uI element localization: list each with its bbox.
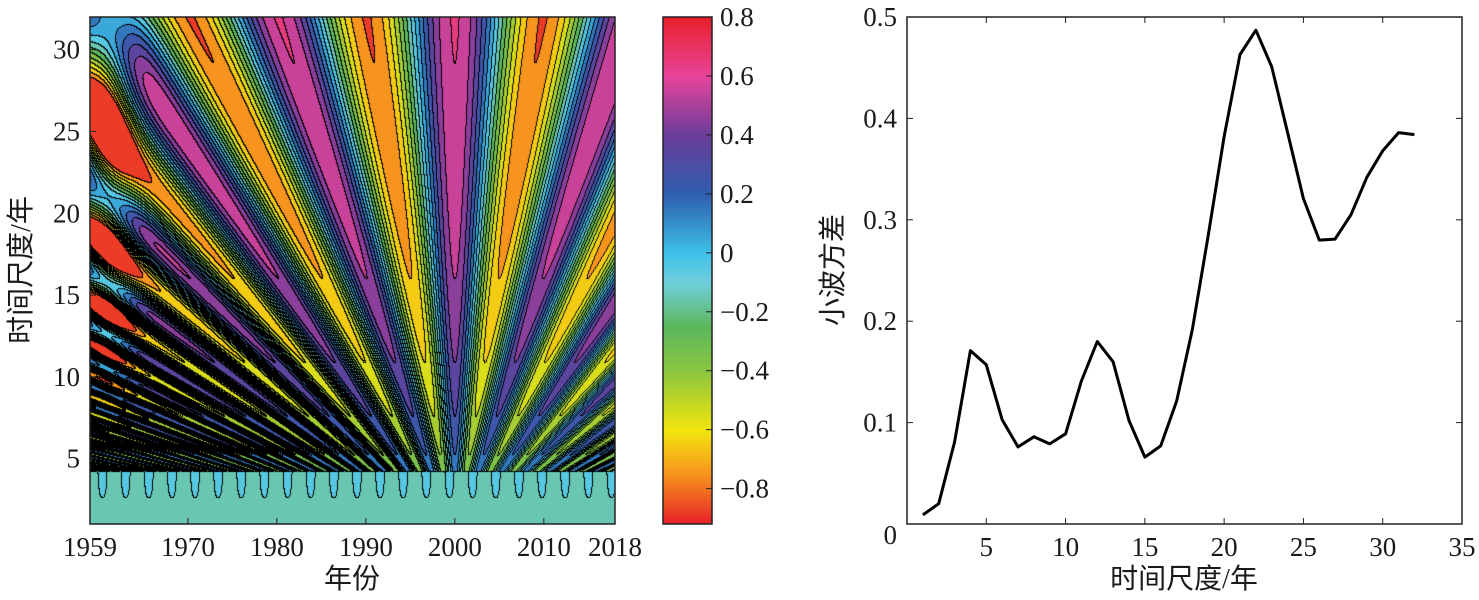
contour-xtick-label: 2000 [428,532,482,562]
contour-axes: 1959 1970 1980 1990 2000 2010 2018 5 10 15 20 25 30 [53,35,642,562]
colorbar-tick-label: 0.2 [720,179,754,209]
colorbar-tick-label: 0.4 [720,120,754,150]
colorbar-tick-label: −0.6 [720,415,769,445]
contour-xtick-label: 2010 [517,532,571,562]
line-xtick-label: 10 [1052,532,1079,562]
colorbar-frame [662,16,713,525]
line-xtick-label: 35 [1449,532,1476,562]
line-xtick-label: 15 [1131,532,1158,562]
contour-ytick-label: 15 [53,280,80,310]
line-ytick-label: 0.5 [863,2,897,32]
colorbar-gradient [663,17,712,524]
line-ytick-label: 0 [884,520,898,550]
contour-axes-frame [89,16,616,525]
line-ytick-label: 0.1 [863,408,897,438]
contour-ytick-label: 20 [53,198,80,228]
contour-plot-field [90,17,615,524]
contour-xtick-label: 1980 [250,532,304,562]
line-xlabel: 时间尺度/年 [1110,563,1258,595]
line-ytick-label: 0.2 [863,306,897,336]
contour-xlabel: 年份 [324,563,380,595]
line-ylabel: 小波方差 [817,214,849,326]
colorbar-tick-label: 0 [720,238,734,268]
line-xtick-label: 30 [1369,532,1396,562]
colorbar-axis: 0.8 0.6 0.4 0.2 0 −0.2 −0.4 −0.6 −0.8 [706,2,769,504]
colorbar-tick-label: 0.6 [720,61,754,91]
contour-xtick-label: 1970 [161,532,215,562]
line-axes: 5 10 15 20 25 30 35 0 0.1 0.2 0.3 0.4 0.5 [863,2,1475,562]
contour-ylabel: 时间尺度/年 [5,196,37,344]
colorbar-tick-label: −0.8 [720,474,769,504]
contour-ytick-label: 10 [53,362,80,392]
colorbar-tick-label: 0.8 [720,2,754,32]
contour-xtick-label: 1990 [339,532,393,562]
line-xtick-label: 5 [980,532,994,562]
contour-xtick-label: 2018 [588,532,642,562]
contour-ytick-label: 25 [53,116,80,146]
wavelet-variance-line [922,28,1415,517]
colorbar-tick-label: −0.4 [720,356,769,386]
line-xtick-label: 25 [1290,532,1317,562]
colorbar-tick-label: −0.2 [720,297,769,327]
contour-xtick-label: 1959 [63,532,117,562]
line-ytick-label: 0.4 [863,103,897,133]
line-axes-frame [906,16,1463,525]
line-xtick-label: 20 [1211,532,1238,562]
contour-ytick-label: 5 [67,444,81,474]
contour-ytick-label: 30 [53,35,80,65]
line-ytick-label: 0.3 [863,205,897,235]
